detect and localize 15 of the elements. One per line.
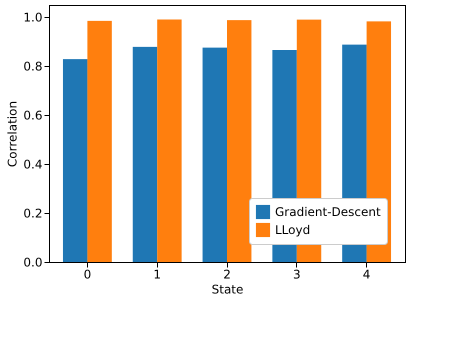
y-tick-label: 0.2 — [23, 206, 42, 221]
y-tick-label: 0.0 — [23, 256, 42, 270]
x-tick-label: 0 — [84, 268, 92, 282]
x-tick-label: 3 — [292, 268, 301, 282]
x-tick-label: 2 — [223, 268, 231, 282]
y-tick-label: 1.0 — [23, 10, 42, 25]
y-axis-title: Correlation — [5, 100, 20, 168]
x-tick-label: 1 — [153, 268, 162, 282]
legend-label: Gradient-Descent — [275, 205, 382, 219]
y-tick-label: 0.4 — [23, 158, 42, 172]
x-tick-label: 4 — [362, 268, 370, 282]
y-tick-label: 0.6 — [23, 108, 42, 123]
y-tick-label: 0.8 — [23, 60, 42, 74]
x-axis-title: State — [212, 282, 244, 296]
legend-label: LLoyd — [275, 223, 310, 237]
